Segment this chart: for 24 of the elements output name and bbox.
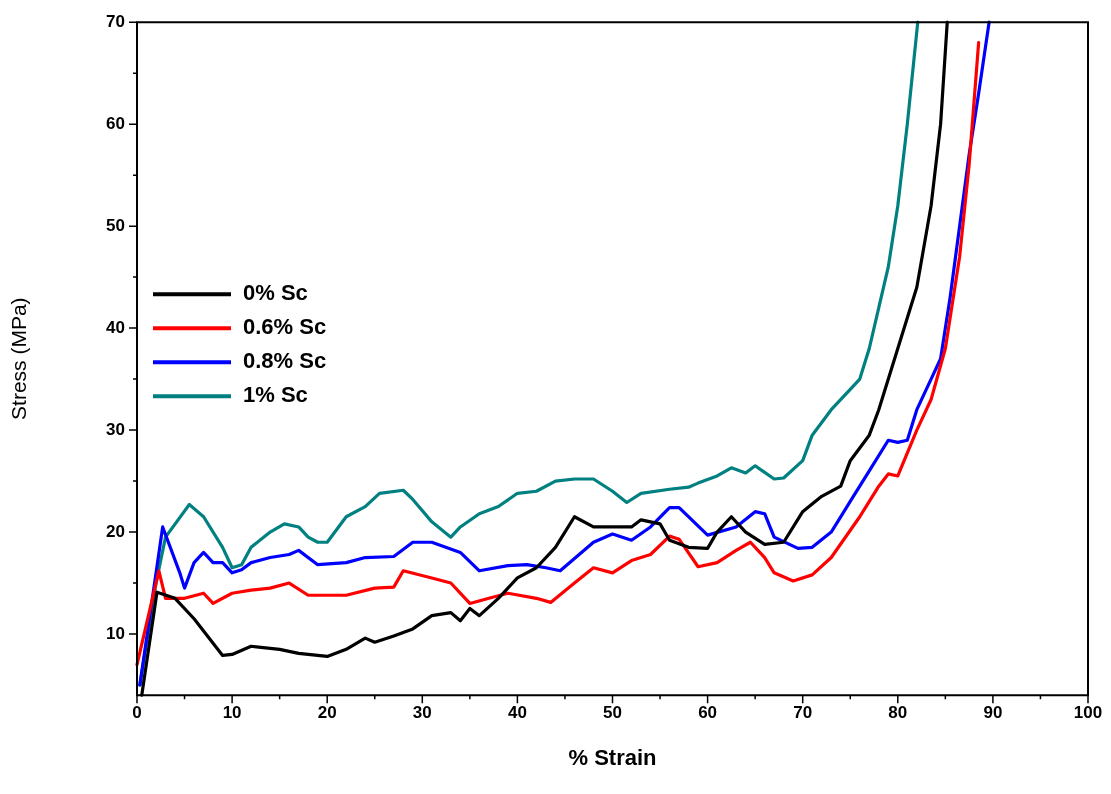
y-axis-title: Stress (MPa): [7, 297, 31, 420]
legend-label: 1% Sc: [243, 382, 308, 408]
y-tick-label: 50: [106, 215, 125, 235]
x-tick-label: 70: [793, 703, 813, 723]
legend-label: 0.6% Sc: [243, 314, 327, 340]
legend-label: 0.8% Sc: [243, 348, 327, 374]
x-tick-label: 30: [412, 703, 432, 723]
legend-label: 0% Sc: [243, 280, 308, 306]
x-tick-label: 10: [222, 703, 242, 723]
y-tick-label: 60: [106, 113, 125, 133]
x-tick-label: 20: [317, 703, 337, 723]
x-tick-label: 80: [888, 703, 908, 723]
x-tick-label: 50: [603, 703, 622, 723]
x-axis-title: % Strain: [568, 744, 657, 770]
y-tick-label: 40: [106, 317, 125, 337]
y-tick-label: 30: [106, 419, 125, 439]
x-tick-label: 90: [983, 703, 1003, 723]
x-tick-label: 60: [698, 703, 718, 723]
x-tick-label: 40: [507, 703, 527, 723]
x-tick-label: 100: [1073, 703, 1103, 723]
y-tick-label: 20: [106, 521, 125, 541]
x-tick-label: 0: [132, 703, 142, 723]
y-tick-label: 10: [106, 623, 125, 643]
y-tick-label: 70: [106, 11, 125, 31]
